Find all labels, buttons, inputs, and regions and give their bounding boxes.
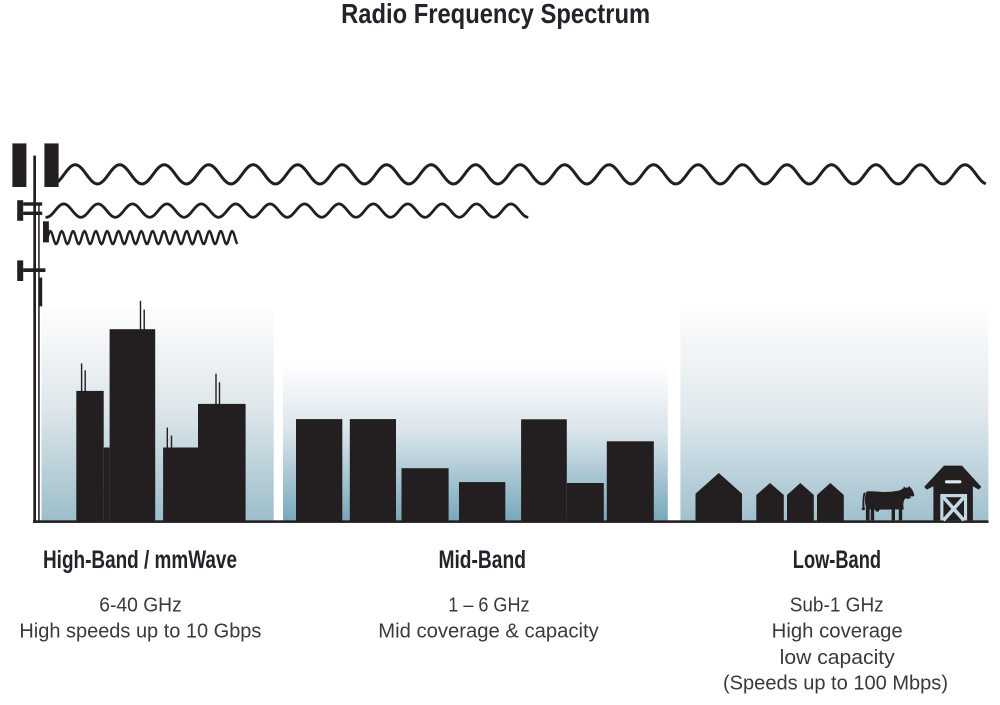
svg-text:High speeds up to 10 Gbps: High speeds up to 10 Gbps <box>19 621 261 643</box>
svg-text:1 – 6 GHz: 1 – 6 GHz <box>448 595 529 617</box>
svg-text:Mid coverage & capacity: Mid coverage & capacity <box>378 621 599 643</box>
svg-text:Mid-Band: Mid-Band <box>438 546 526 574</box>
svg-text:(Speeds up to 100 Mbps): (Speeds up to 100 Mbps) <box>723 673 948 695</box>
svg-text:High coverage: High coverage <box>772 620 903 642</box>
svg-text:High-Band / mmWave: High-Band / mmWave <box>43 546 237 574</box>
svg-text:Sub-1 GHz: Sub-1 GHz <box>790 595 884 617</box>
svg-text:6-40 GHz: 6-40 GHz <box>99 595 182 617</box>
svg-text:low capacity: low capacity <box>780 647 895 669</box>
svg-text:Low-Band: Low-Band <box>793 546 881 574</box>
svg-text:Radio Frequency Spectrum: Radio Frequency Spectrum <box>341 0 650 29</box>
